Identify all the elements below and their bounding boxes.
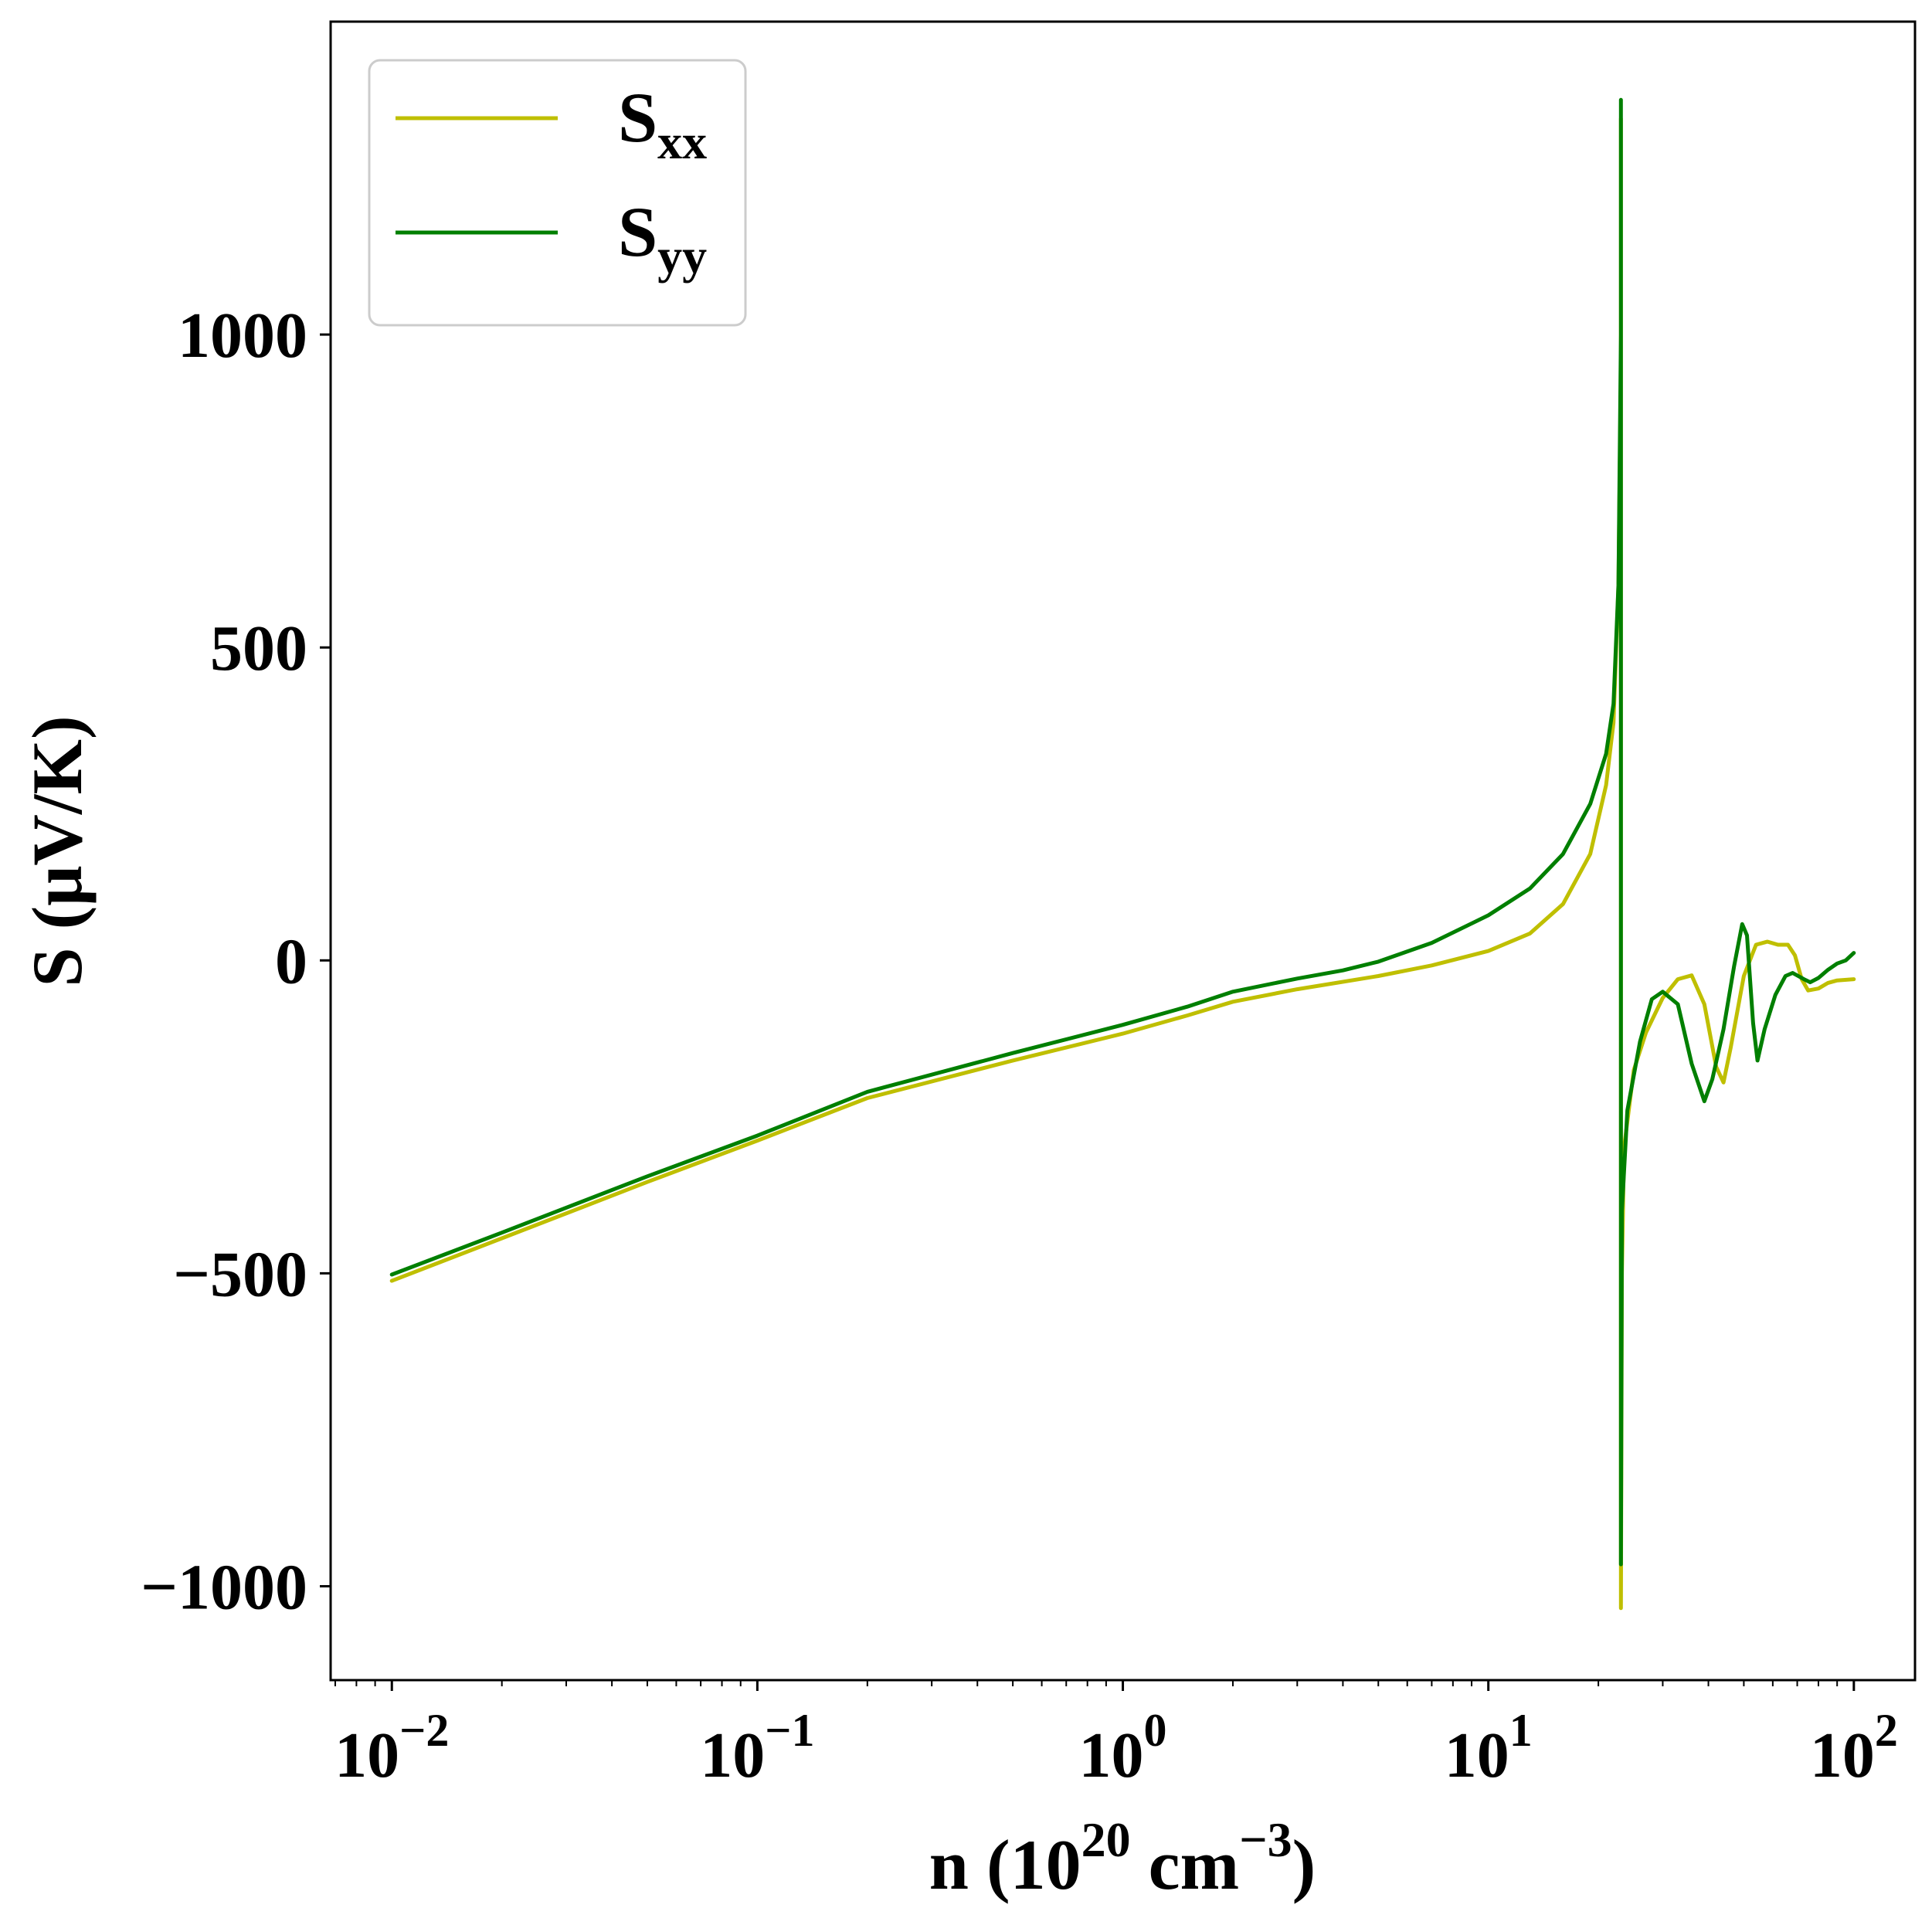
y-tick-label: 1000: [178, 300, 307, 372]
legend-label-xx: Sxx: [618, 78, 707, 169]
y-tick-label: 500: [210, 613, 307, 684]
y-axis-label: S (μV/K): [18, 715, 97, 986]
x-tick-label: 100: [1079, 1705, 1167, 1791]
series-line-sxx: [389, 117, 1856, 1611]
y-tick-label: −1000: [141, 1551, 307, 1623]
y-tick-label: −500: [173, 1238, 307, 1310]
x-tick-label: 102: [1810, 1705, 1898, 1791]
x-axis-minor-ticks: [334, 1680, 1839, 1686]
x-tick-label: 10−2: [334, 1705, 449, 1791]
x-axis-ticks: 10−2 10−1 100 101 102: [334, 1680, 1898, 1791]
x-tick-label: 10−1: [700, 1705, 814, 1791]
x-tick-label: 101: [1445, 1705, 1533, 1791]
legend-label-yy: Syy: [618, 192, 707, 283]
y-tick-label: 0: [275, 925, 307, 997]
x-axis-label: n (1020 cm−3): [929, 1812, 1316, 1904]
y-axis-ticks: 1000 500 0 −500 −1000: [141, 300, 331, 1623]
legend: Sxx Syy: [368, 59, 747, 327]
series-line-syy: [389, 97, 1856, 1567]
legend-box: [368, 59, 747, 327]
